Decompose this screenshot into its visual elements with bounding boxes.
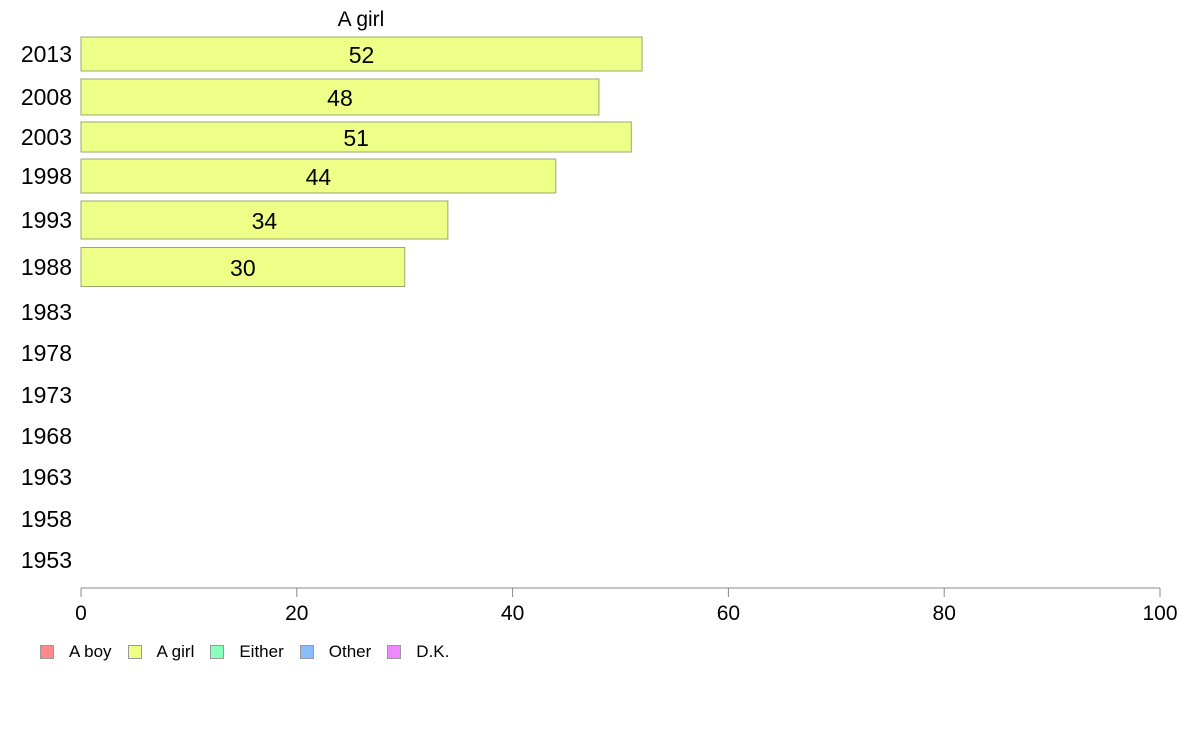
legend-swatch [299,645,314,659]
bar-2013 [80,36,643,72]
legend-item-a-girl: A girl [127,642,195,662]
y-tick-label-2013: 2013 [21,41,72,67]
legend-item-d-k: D.K. [387,642,449,662]
y-tick-label-1978: 1978 [21,340,72,366]
y-tick-label-1993: 1993 [21,207,72,233]
y-tick-label-1983: 1983 [21,299,72,325]
data-label-1988: 30 [230,255,256,281]
y-tick-label-1953: 1953 [21,547,72,573]
legend-swatch [387,645,402,659]
data-label-1998: 44 [306,164,332,190]
y-tick-label-2008: 2008 [21,84,72,110]
legend-item-other: Other [299,642,372,662]
x-tick-label-80: 80 [933,602,956,625]
legend-item-either: Either [210,642,284,662]
x-tick-label-60: 60 [717,602,740,625]
y-tick-label-1968: 1968 [21,423,72,449]
chart-title: A girl [338,8,385,31]
y-tick-label-2003: 2003 [21,124,72,150]
data-label-2003: 51 [343,125,369,151]
y-tick-label-1998: 1998 [21,163,72,189]
y-axis-labels: 2013 2008 2003 1998 1993 1988 1983 1978 1973 1968… [21,41,72,573]
x-tick-label-20: 20 [285,602,308,625]
legend-swatch [127,645,142,659]
x-tick-label-0: 0 [75,602,87,625]
bar-1993 [80,200,449,240]
y-tick-label-1988: 1988 [21,254,72,280]
x-tick-label-40: 40 [501,602,524,625]
bars-group: 52 48 51 44 34 30 [80,36,643,287]
legend-label: A boy [69,642,112,661]
legend-label: D.K. [416,642,450,661]
legend-label: Either [239,642,284,661]
x-tick-label-100: 100 [1142,602,1177,625]
bar-2003 [80,121,632,153]
bar-1998 [80,158,557,194]
y-tick-label-1963: 1963 [21,464,72,490]
legend-swatch [40,645,54,659]
legend-swatch [210,645,225,659]
legend-label: A girl [156,642,195,661]
bar-chart: A girl 52 48 51 44 34 30 2013 2008 2003 1998 1993… [21,8,1178,625]
bar-1988 [80,247,406,287]
legend: A boy A girl Either Other D.K. [40,642,465,662]
data-label-1993: 34 [252,208,278,234]
data-label-2013: 52 [349,42,375,68]
legend-label: Other [328,642,372,661]
y-tick-label-1973: 1973 [21,382,72,408]
bar-2008 [80,78,600,116]
y-tick-label-1958: 1958 [21,506,72,532]
data-label-2008: 48 [327,85,353,111]
legend-item-a-boy: A boy [40,642,112,662]
x-axis-ticks: 0 20 40 60 80 100 [75,588,1178,625]
